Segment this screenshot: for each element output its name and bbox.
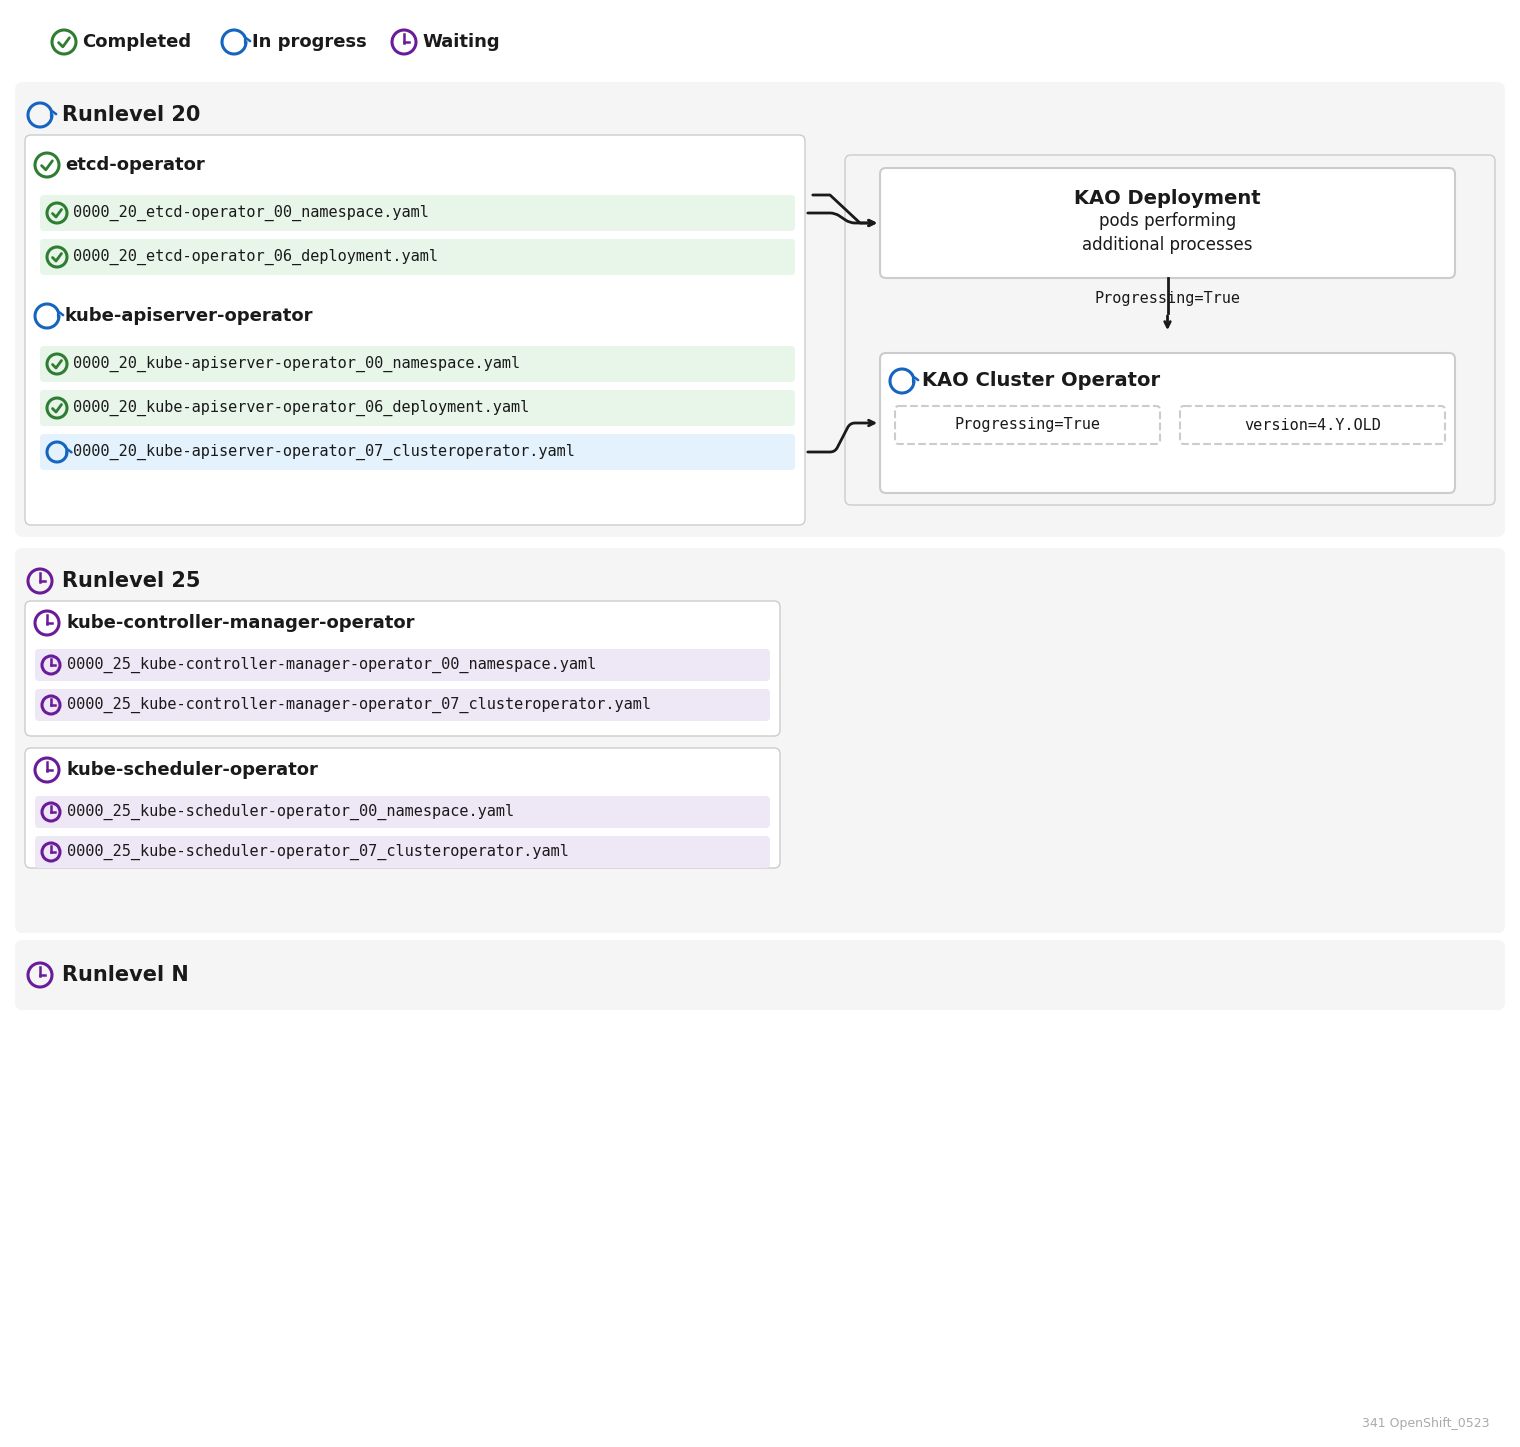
FancyBboxPatch shape — [40, 391, 795, 425]
Text: Waiting: Waiting — [423, 33, 500, 51]
FancyBboxPatch shape — [35, 796, 771, 828]
Text: 0000_20_kube-apiserver-operator_06_deployment.yaml: 0000_20_kube-apiserver-operator_06_deplo… — [73, 399, 529, 417]
FancyBboxPatch shape — [24, 748, 780, 868]
FancyBboxPatch shape — [40, 346, 795, 382]
FancyBboxPatch shape — [35, 836, 771, 868]
Text: kube-apiserver-operator: kube-apiserver-operator — [65, 307, 313, 326]
FancyBboxPatch shape — [40, 434, 795, 470]
FancyBboxPatch shape — [24, 601, 780, 737]
Text: Runlevel 20: Runlevel 20 — [62, 106, 201, 124]
FancyBboxPatch shape — [15, 548, 1505, 933]
Text: Progressing=True: Progressing=True — [1094, 291, 1240, 305]
Text: 0000_20_etcd-operator_06_deployment.yaml: 0000_20_etcd-operator_06_deployment.yaml — [73, 249, 438, 265]
Text: 0000_20_etcd-operator_00_namespace.yaml: 0000_20_etcd-operator_00_namespace.yaml — [73, 205, 429, 221]
FancyBboxPatch shape — [40, 239, 795, 275]
FancyBboxPatch shape — [35, 689, 771, 721]
Text: 0000_20_kube-apiserver-operator_07_clusteroperator.yaml: 0000_20_kube-apiserver-operator_07_clust… — [73, 444, 575, 460]
Text: kube-controller-manager-operator: kube-controller-manager-operator — [67, 614, 415, 632]
Text: version=4.Y.OLD: version=4.Y.OLD — [1243, 418, 1382, 433]
Text: 0000_20_kube-apiserver-operator_00_namespace.yaml: 0000_20_kube-apiserver-operator_00_names… — [73, 356, 520, 372]
Text: Completed: Completed — [82, 33, 192, 51]
Text: 0000_25_kube-scheduler-operator_00_namespace.yaml: 0000_25_kube-scheduler-operator_00_names… — [67, 805, 514, 820]
FancyBboxPatch shape — [40, 195, 795, 232]
FancyBboxPatch shape — [24, 135, 806, 525]
Text: Progressing=True: Progressing=True — [955, 418, 1100, 433]
FancyBboxPatch shape — [880, 353, 1455, 493]
Text: 0000_25_kube-controller-manager-operator_00_namespace.yaml: 0000_25_kube-controller-manager-operator… — [67, 657, 596, 673]
FancyBboxPatch shape — [15, 82, 1505, 537]
Text: 0000_25_kube-controller-manager-operator_07_clusteroperator.yaml: 0000_25_kube-controller-manager-operator… — [67, 697, 651, 713]
Text: pods performing
additional processes: pods performing additional processes — [1082, 213, 1252, 253]
Text: 341 OpenShift_0523: 341 OpenShift_0523 — [1362, 1417, 1490, 1430]
FancyBboxPatch shape — [15, 941, 1505, 1010]
Text: KAO Deployment: KAO Deployment — [1075, 188, 1260, 207]
FancyBboxPatch shape — [15, 941, 1505, 1010]
FancyBboxPatch shape — [15, 548, 1505, 933]
FancyBboxPatch shape — [35, 650, 771, 682]
Text: 0000_25_kube-scheduler-operator_07_clusteroperator.yaml: 0000_25_kube-scheduler-operator_07_clust… — [67, 844, 568, 860]
Text: KAO Cluster Operator: KAO Cluster Operator — [923, 372, 1160, 391]
Text: Runlevel N: Runlevel N — [62, 965, 188, 985]
FancyBboxPatch shape — [845, 155, 1496, 505]
Text: etcd-operator: etcd-operator — [65, 156, 205, 174]
Text: In progress: In progress — [252, 33, 366, 51]
FancyBboxPatch shape — [880, 168, 1455, 278]
Text: kube-scheduler-operator: kube-scheduler-operator — [67, 761, 319, 778]
Text: Runlevel 25: Runlevel 25 — [62, 572, 201, 590]
